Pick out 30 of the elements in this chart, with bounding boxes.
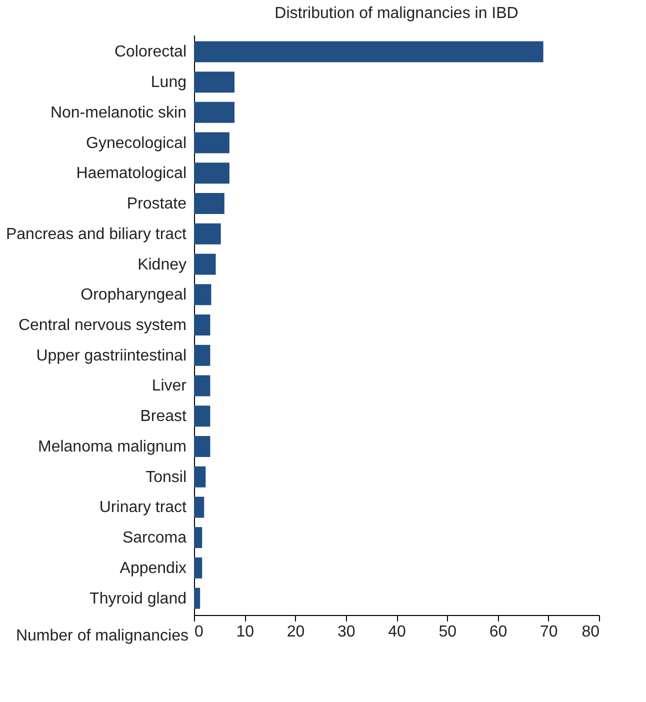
y-tick-label: Haematological: [76, 165, 186, 182]
x-axis-title: Number of malignancies: [16, 628, 188, 644]
x-tick-label: 20: [286, 624, 305, 640]
x-tick-label: 30: [337, 624, 356, 640]
y-tick-label: Upper gastriintestinal: [36, 347, 186, 364]
y-tick-label: Prostate: [126, 196, 187, 213]
x-tick-label: 10: [236, 624, 254, 640]
y-tick-label: Colorectal: [114, 44, 186, 61]
x-tick-label: 40: [388, 624, 406, 640]
y-tick-label: Kidney: [138, 256, 186, 274]
y-tick-label: Pancreas and biliary tract: [6, 226, 188, 243]
y-tick-label: Thyroid gland: [90, 590, 186, 608]
y-tick-label: Oropharyngeal: [80, 286, 186, 304]
y-tick-label: Non-melanotic skin: [50, 104, 186, 122]
x-tick-label: 80: [582, 624, 600, 640]
y-tick-label: Melanoma malignum: [38, 438, 186, 456]
chart-title: Distribution of malignancies in IBD: [274, 5, 518, 22]
y-tick-label: Gynecological: [86, 134, 186, 152]
x-tick-label: 70: [540, 624, 558, 640]
y-tick-label: Breast: [140, 408, 188, 426]
y-tick-label: Lung: [150, 74, 186, 92]
y-tick-label: Appendix: [120, 560, 186, 577]
x-tick-label: 50: [438, 624, 457, 640]
x-tick-label: 60: [489, 624, 508, 640]
x-tick-label: 0: [194, 624, 204, 640]
y-tick-label: Liver: [152, 378, 188, 395]
y-tick-label: Sarcoma: [122, 530, 187, 547]
y-tick-label: Central nervous system: [18, 317, 186, 334]
y-tick-label: Urinary tract: [99, 499, 188, 516]
y-tick-label: Tonsil: [146, 468, 186, 486]
